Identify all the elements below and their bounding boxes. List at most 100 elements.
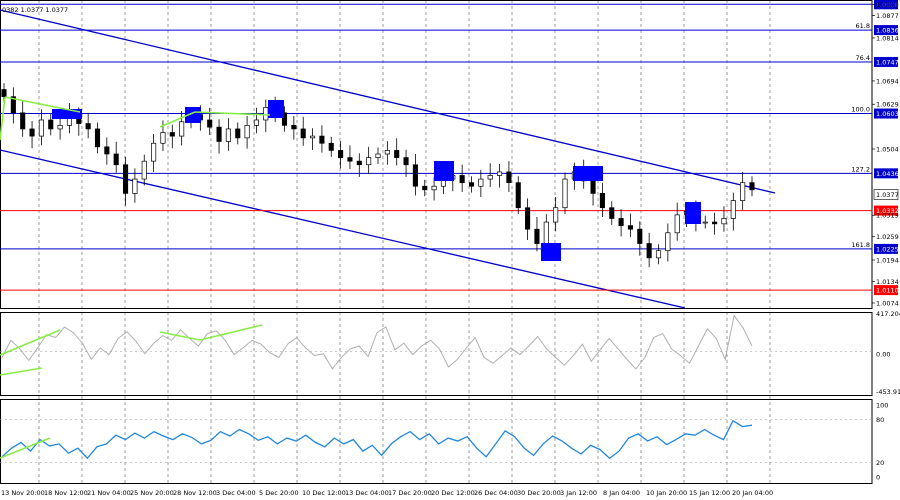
fib-level-label: 100.0 <box>851 106 870 114</box>
price-level-badge <box>874 285 898 296</box>
candle-body <box>132 178 138 194</box>
candle-body <box>122 164 129 194</box>
divergence-line <box>199 324 263 341</box>
candle-body <box>281 112 288 126</box>
fib-level-label: 76.4 <box>856 54 870 62</box>
candle-body <box>216 126 222 142</box>
candle-body <box>263 107 269 121</box>
candle-body <box>487 175 493 180</box>
divergence-line <box>194 111 271 116</box>
x-tick-label: 10 Jan 20:00 <box>646 489 687 497</box>
grid <box>0 0 873 484</box>
candle-body <box>721 218 727 225</box>
candle-body <box>10 96 16 114</box>
x-tick-label: 18 Nov 12:00 <box>44 489 88 497</box>
fib-level-label: 161.8 <box>851 241 870 249</box>
oscillator-1-panel: 417.2044 0.00 -453.913 <box>0 310 900 396</box>
divergence-line <box>4 96 81 113</box>
x-tick-label: 21 Nov 04:00 <box>87 489 131 497</box>
candle-body <box>412 164 418 187</box>
candle-body <box>151 142 157 162</box>
signal-marker <box>685 202 701 224</box>
divergence-line <box>0 96 6 141</box>
price-level-badge <box>874 168 898 179</box>
candle-body <box>534 228 540 244</box>
candle-body <box>702 221 708 224</box>
x-tick-label: 13 Nov 20:00 <box>1 489 45 497</box>
candle-body <box>319 135 325 144</box>
divergence-line <box>159 331 201 341</box>
candle-body <box>253 119 260 126</box>
candle-body <box>468 182 475 187</box>
x-tick-label: 26 Dec 04:00 <box>474 489 518 497</box>
y-tick-label: 1.0259 <box>876 233 899 241</box>
price-levels: 1.0908 1.0836 61.8 1.0747 76.4 1.0603 100.0 1.0… <box>0 0 899 296</box>
price-level-badge <box>874 0 898 10</box>
oscillator-1-line <box>1 314 753 370</box>
candle-body <box>599 193 605 209</box>
candle-body <box>160 132 166 144</box>
signal-marker <box>434 161 454 181</box>
price-level-label: 1.0603 <box>876 110 899 118</box>
x-tick-label: 5 Dec 20:00 <box>259 489 299 497</box>
price-level-label: 1.0836 <box>876 27 899 35</box>
y-tick-label: 1.0074 <box>876 299 899 307</box>
candle-body <box>1 89 7 98</box>
candle-body <box>104 146 110 155</box>
candle-body <box>38 119 44 137</box>
y-tick-label: 1.0319 <box>876 212 899 220</box>
candle-body <box>20 112 26 130</box>
fib-level-label: 61.8 <box>856 22 870 30</box>
candle-body <box>459 175 465 184</box>
oscillator-1-tick-label: 417.2044 <box>876 310 900 318</box>
trend-channel <box>0 9 776 309</box>
current-price-label: 1.0377 <box>876 191 899 199</box>
channel-upper-line <box>0 9 776 194</box>
candle-body <box>562 178 568 209</box>
candle-body <box>113 153 119 166</box>
candle-body <box>431 185 437 191</box>
x-tick-label: 10 Dec 12:00 <box>302 489 346 497</box>
candle-body <box>169 132 175 137</box>
price-level-label: 1.0747 <box>876 58 899 66</box>
candle-body <box>590 180 596 194</box>
candle-body <box>57 124 63 130</box>
candle-body <box>506 171 512 184</box>
candle-body <box>225 128 231 142</box>
candle-body <box>179 121 185 137</box>
signal-marker <box>52 109 82 119</box>
candle-body <box>356 160 362 166</box>
oscillator-2-tick-label: 0 <box>876 474 880 482</box>
signal-marker <box>268 100 284 118</box>
divergence-line <box>0 329 61 356</box>
divergence-line <box>0 367 43 376</box>
candle-body <box>235 128 241 139</box>
y-tick-label: 1.0194 <box>876 257 899 265</box>
candle-body <box>665 232 671 252</box>
candle-body <box>618 218 624 226</box>
price-level-label: 1.0225 <box>876 245 899 253</box>
candle-body <box>422 185 428 191</box>
candle-body <box>749 182 755 191</box>
oscillator-1-tick-label: 0.00 <box>876 351 890 359</box>
candle-body <box>478 178 484 187</box>
candle-body <box>48 119 54 130</box>
markers <box>0 96 701 261</box>
ohlc-readout: 0382 1.0377 1.0377 <box>2 6 68 14</box>
candle-body <box>609 207 615 219</box>
oscillator-1-tick-label: -453.913 <box>876 388 900 396</box>
y-tick-label: 1.0908 <box>876 1 899 9</box>
price-level-badge <box>874 205 898 216</box>
x-tick-label: 20 Jan 04:00 <box>732 489 773 497</box>
price-level-label: 1.0436 <box>876 170 899 178</box>
candle-body <box>141 160 147 180</box>
x-tick-label: 3 Dec 04:00 <box>216 489 256 497</box>
x-tick-label: 13 Dec 04:00 <box>345 489 389 497</box>
candle-body <box>515 182 521 209</box>
channel-lower-line <box>0 149 686 309</box>
divergence-line <box>0 437 51 459</box>
candle-body <box>347 157 353 162</box>
divergence-line <box>159 111 196 128</box>
candle-body <box>403 157 409 166</box>
